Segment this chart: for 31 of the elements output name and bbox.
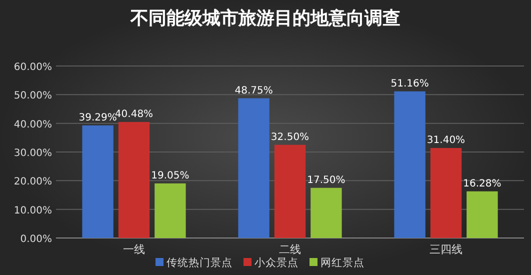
y-tick-label: 50.00% [14,90,52,102]
y-tick-label: 40.00% [14,119,52,130]
bar [82,125,114,238]
bar [154,183,186,238]
x-tick-label: 三四线 [430,243,462,256]
y-tick-label: 10.00% [14,205,52,216]
x-tick-label: 二线 [279,243,301,256]
bar [430,148,462,238]
y-tick-label: 0.00% [20,234,52,245]
data-label: 51.16% [390,78,429,90]
bar [466,191,498,238]
legend-label: 传统热门景点 [166,256,232,269]
legend-label: 网红景点 [320,256,364,269]
y-tick-label: 20.00% [14,176,52,188]
chart-title: 不同能级城市旅游目的地意向调查 [130,8,400,29]
x-tick-label: 一线 [123,243,145,256]
data-label: 31.40% [426,134,466,146]
bar [274,144,306,238]
y-tick-label: 60.00% [14,62,52,73]
bar [394,91,426,238]
data-label: 39.29% [78,112,117,124]
data-label: 17.50% [307,174,346,186]
legend-label: 小众景点 [254,256,298,269]
data-label: 19.05% [151,170,190,182]
bar [238,98,270,238]
data-label: 32.50% [270,132,310,143]
data-label: 48.75% [234,85,273,96]
bar [118,122,150,238]
y-tick-label: 30.00% [14,148,52,159]
data-label: 16.28% [463,178,502,190]
bar [310,188,342,238]
